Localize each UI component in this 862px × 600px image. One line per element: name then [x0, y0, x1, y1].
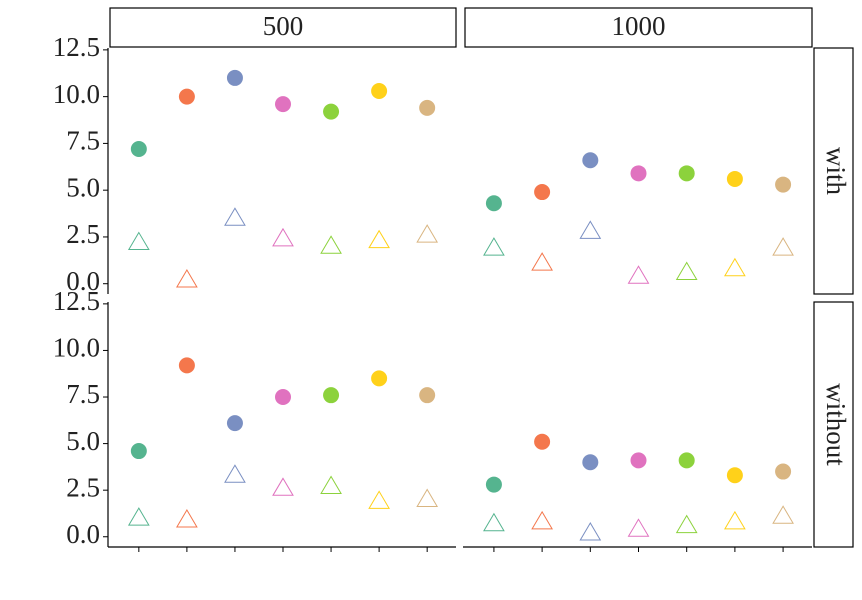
- point: [579, 522, 602, 541]
- point: [368, 490, 390, 509]
- point: [272, 227, 294, 247]
- point: [178, 88, 195, 105]
- y-tick-label: 0.0: [66, 519, 100, 549]
- point: [127, 507, 150, 526]
- point: [272, 477, 294, 496]
- strip-label: 500: [263, 11, 304, 41]
- point: [630, 452, 647, 469]
- point: [534, 184, 551, 201]
- point: [224, 464, 246, 483]
- point: [483, 512, 505, 532]
- point: [582, 454, 599, 471]
- point: [419, 99, 436, 116]
- y-tick-label: 10.0: [53, 79, 100, 109]
- point: [775, 463, 792, 480]
- point: [531, 510, 553, 530]
- point: [726, 467, 743, 484]
- point: [320, 475, 342, 494]
- point: [275, 96, 291, 113]
- point: [416, 488, 439, 507]
- point: [176, 508, 198, 528]
- point: [675, 261, 698, 280]
- point: [724, 257, 746, 277]
- y-tick-label: 2.5: [66, 472, 100, 502]
- point: [224, 207, 246, 226]
- y-tick-label: 5.0: [66, 172, 100, 202]
- point: [130, 141, 147, 158]
- y-tick-label: 7.5: [66, 126, 100, 156]
- point: [675, 514, 698, 534]
- strip: [813, 301, 854, 548]
- strip-label: without: [821, 383, 851, 466]
- point: [320, 235, 342, 254]
- point: [176, 268, 198, 288]
- point: [724, 510, 746, 530]
- point: [416, 224, 439, 243]
- point: [579, 220, 602, 239]
- point: [226, 69, 243, 86]
- point: [226, 415, 243, 432]
- y-tick-label: 12.5: [53, 32, 100, 62]
- point: [772, 505, 794, 524]
- strip: [464, 7, 813, 48]
- strip: [109, 7, 457, 48]
- point: [678, 165, 695, 182]
- point: [371, 370, 388, 387]
- point: [485, 476, 502, 493]
- point: [371, 83, 388, 100]
- strip-label: with: [821, 147, 851, 196]
- point: [485, 195, 502, 212]
- point: [127, 231, 150, 251]
- y-tick-label: 12.5: [53, 286, 100, 316]
- point: [775, 176, 792, 193]
- strip-label: 1000: [612, 11, 666, 41]
- point: [323, 387, 340, 404]
- point: [772, 237, 794, 256]
- point: [582, 152, 599, 169]
- y-tick-label: 5.0: [66, 426, 100, 456]
- strip: [813, 47, 854, 295]
- point: [678, 452, 695, 469]
- y-tick-label: 10.0: [53, 333, 100, 363]
- point: [627, 265, 650, 284]
- point: [419, 387, 436, 404]
- point: [627, 518, 650, 537]
- point: [130, 443, 147, 460]
- point: [630, 165, 647, 182]
- point: [534, 433, 551, 450]
- point: [323, 103, 340, 120]
- point: [531, 252, 553, 271]
- y-tick-label: 2.5: [66, 219, 100, 249]
- point: [726, 170, 743, 187]
- point: [483, 237, 505, 256]
- point: [368, 229, 390, 249]
- y-tick-label: 0.0: [66, 266, 100, 296]
- y-tick-label: 7.5: [66, 379, 100, 409]
- point: [275, 389, 291, 406]
- point: [178, 357, 195, 374]
